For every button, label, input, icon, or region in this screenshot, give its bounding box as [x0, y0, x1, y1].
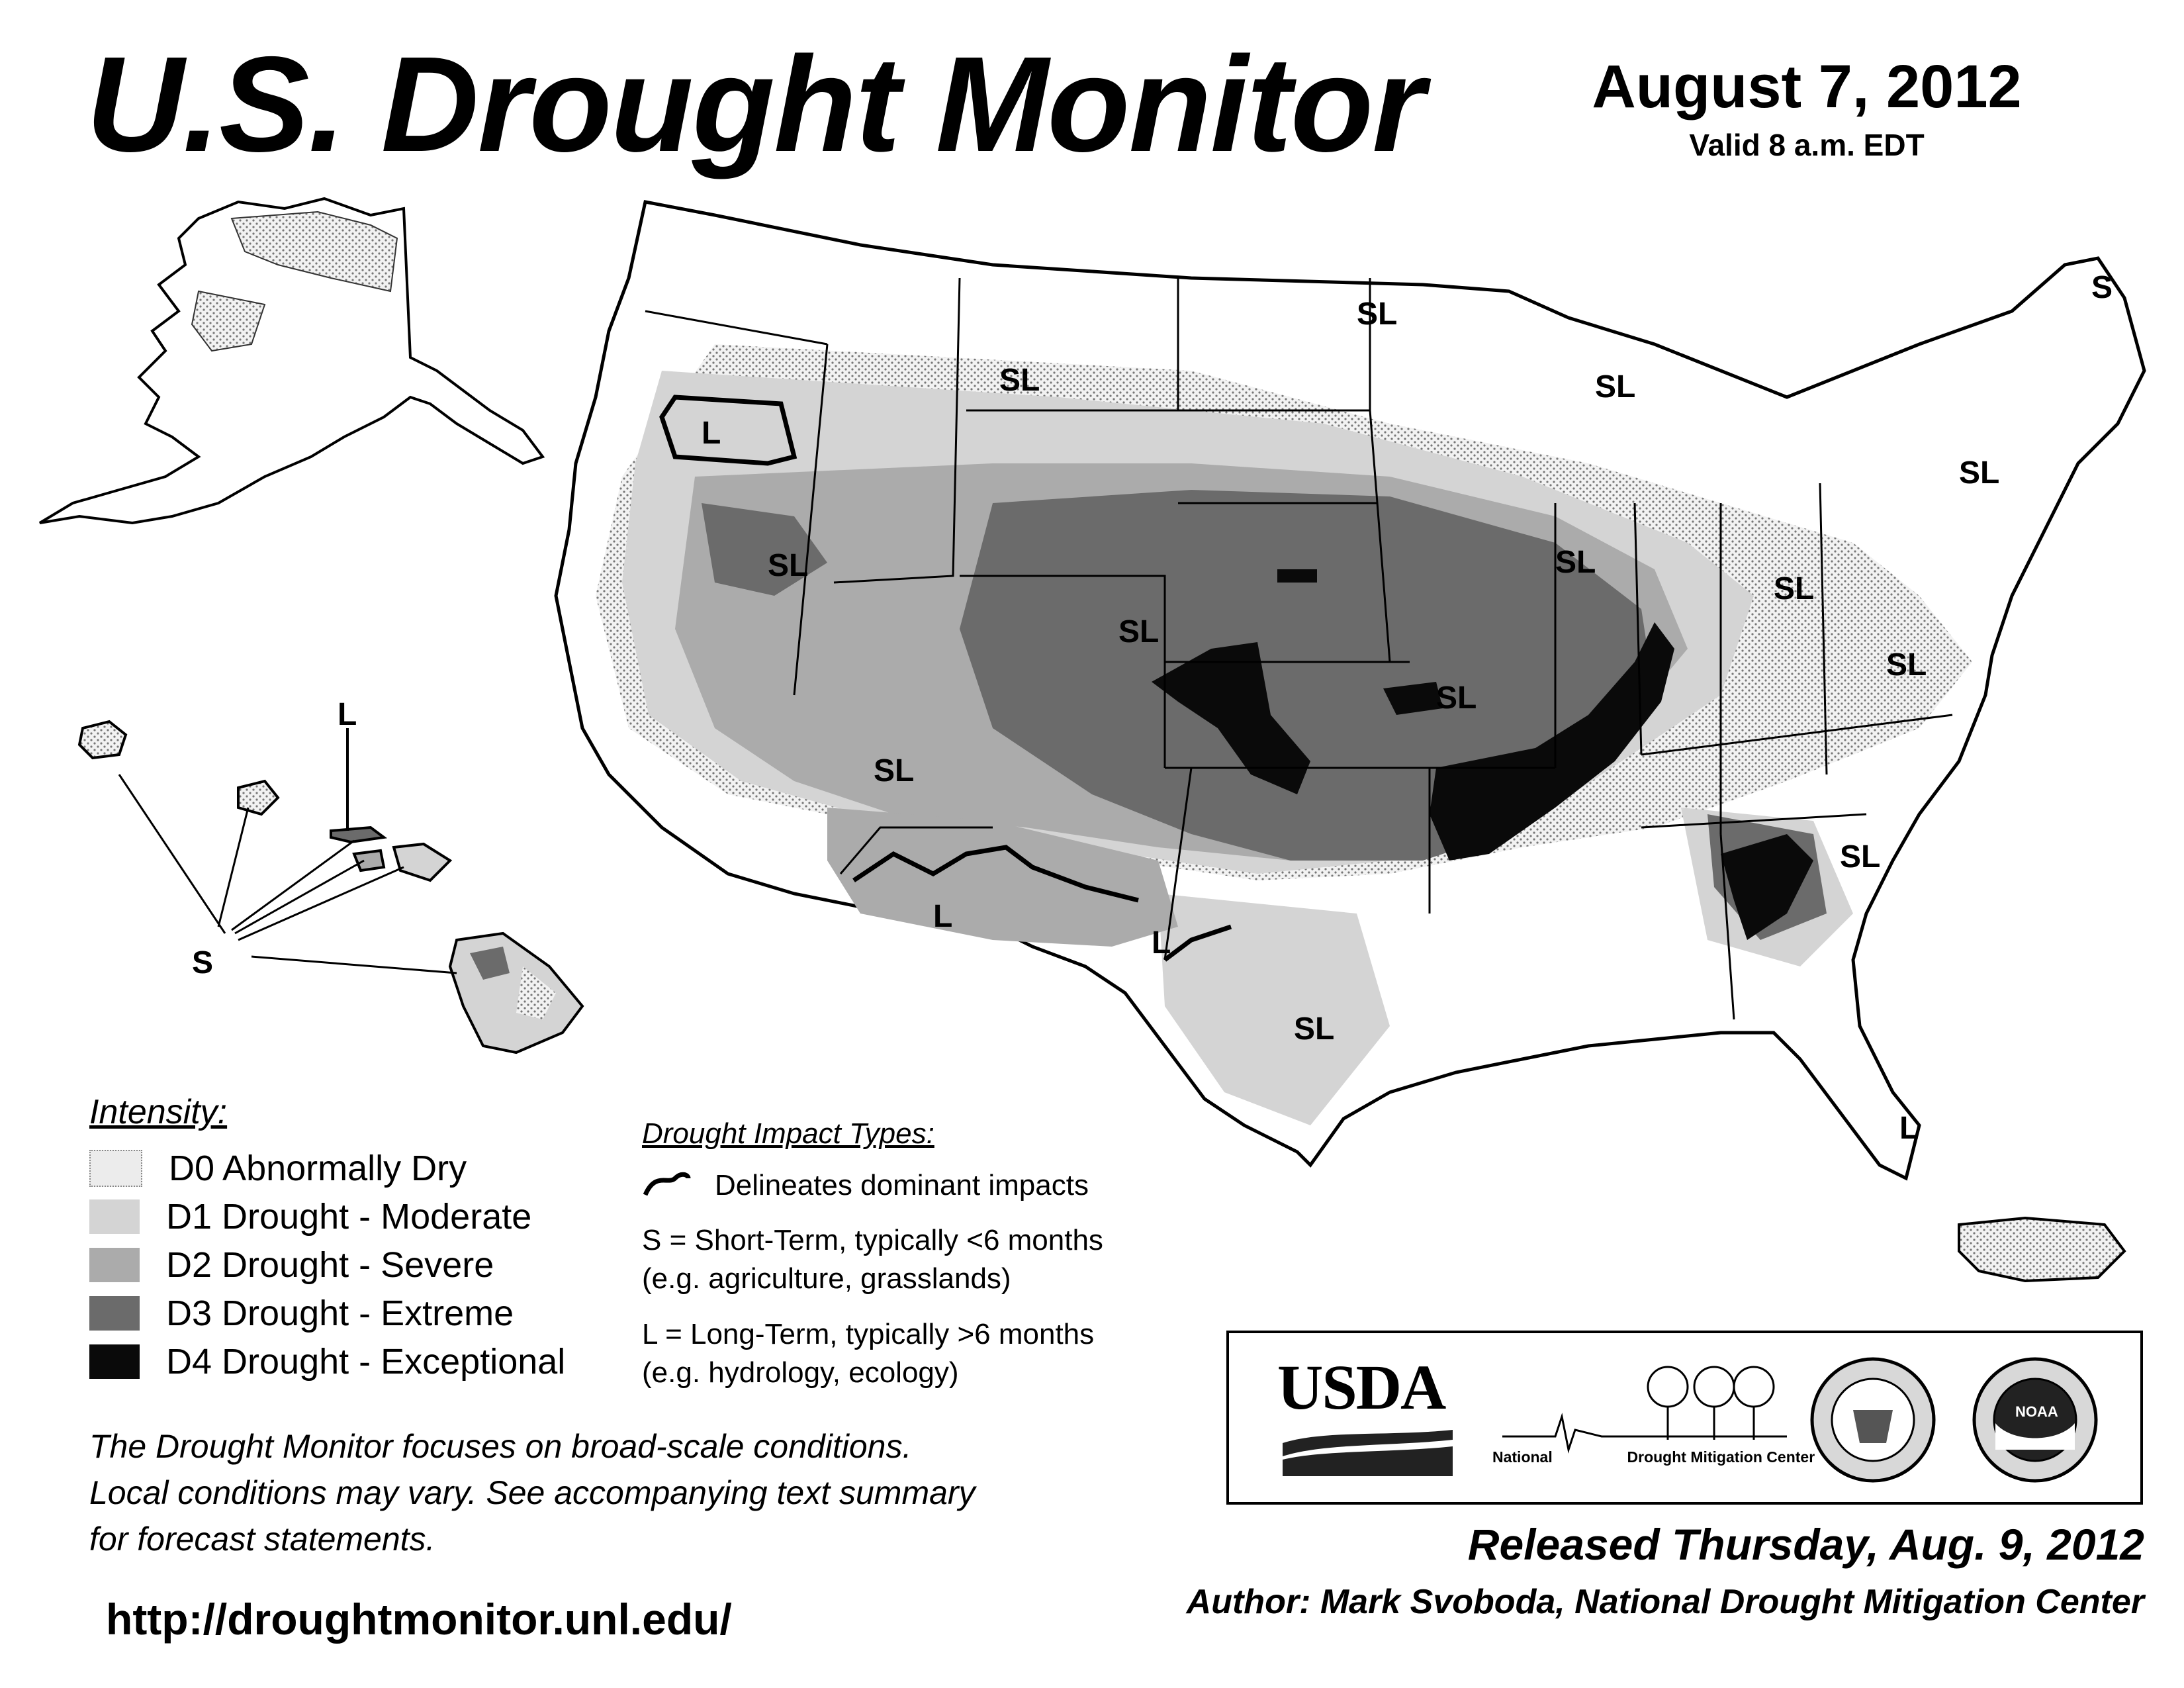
legend-item-d3: D3 Drought - Extreme [89, 1293, 514, 1333]
ndmc-logo-trees [1502, 1366, 1787, 1454]
map-label-hawaii-s: S [192, 945, 213, 980]
page-title: U.S. Drought Monitor [86, 28, 1425, 180]
valid-time: Valid 8 a.m. EDT [1689, 128, 1925, 162]
map-label-hawaii-l: L [338, 697, 357, 732]
puerto-rico [1958, 1216, 2126, 1283]
impact-short-line1: S = Short-Term, typically <6 months [642, 1224, 1103, 1256]
impact-line-icon [643, 1172, 691, 1196]
impact-long-line2: (e.g. hydrology, ecology) [642, 1356, 959, 1389]
map-label-florida-l: L [1899, 1111, 1919, 1146]
swatch-d1 [89, 1199, 140, 1234]
map-label-pennsylvania-sl: SL [1774, 571, 1814, 606]
legend-title: Intensity: [89, 1093, 228, 1131]
map-label-missouri-sl: SL [1436, 680, 1477, 716]
ndmc-left-text: National [1492, 1448, 1553, 1466]
legend-item-d2: D2 Drought - Severe [89, 1245, 494, 1285]
map-label-arizona-sl: SL [874, 753, 914, 788]
note-line1: The Drought Monitor focuses on broad-sca… [89, 1428, 912, 1465]
map-label-texas-sl: SL [1294, 1011, 1334, 1047]
note-line2: Local conditions may vary. See accompany… [89, 1474, 976, 1511]
map-label-nevada-sl: SL [768, 548, 808, 583]
map-label-dakota-sl: SL [1357, 297, 1397, 332]
hawaii [77, 720, 584, 1055]
noaa-seal: NOAA [1972, 1357, 2098, 1483]
legend-item-d0: D0 Abnormally Dry [89, 1149, 467, 1188]
map-label-newengland-sl: SL [1959, 455, 1999, 491]
map-date: August 7, 2012 [1592, 53, 2022, 120]
map-label-westtexas-l: L [1152, 925, 1171, 961]
map-label-maine-s: S [2091, 270, 2113, 305]
map-label-virginia-sl: SL [1886, 647, 1927, 682]
noaa-text: NOAA [2015, 1403, 2058, 1420]
note-line3: for forecast statements. [89, 1521, 435, 1558]
map-label-montana-sl: SL [999, 363, 1040, 398]
impact-title: Drought Impact Types: [642, 1117, 934, 1150]
legend-label-d3: D3 Drought - Extreme [166, 1293, 514, 1333]
ndmc-right-text: Drought Mitigation Center [1627, 1448, 1815, 1466]
legend-label-d1: D1 Drought - Moderate [166, 1197, 532, 1237]
impact-long-line1: L = Long-Term, typically >6 months [642, 1318, 1095, 1350]
author-credit: Author: Mark Svoboda, National Drought M… [1186, 1583, 2144, 1621]
map-label-georgia-sl: SL [1840, 839, 1880, 874]
impact-delineates: Delineates dominant impacts [715, 1169, 1089, 1201]
website-url[interactable]: http://droughtmonitor.unl.edu/ [106, 1595, 732, 1644]
alaska [38, 197, 545, 525]
swatch-d2 [89, 1248, 140, 1282]
partner-logos-box [1226, 1331, 2143, 1505]
disclaimer-note: The Drought Monitor focuses on broad-sca… [89, 1423, 976, 1562]
commerce-seal [1810, 1357, 1936, 1483]
legend-item-d1: D1 Drought - Moderate [89, 1197, 531, 1237]
legend-label-d4: D4 Drought - Exceptional [166, 1342, 566, 1382]
swatch-d0 [89, 1150, 142, 1187]
impact-short-line2: (e.g. agriculture, grasslands) [642, 1262, 1011, 1295]
swatch-d3 [89, 1296, 140, 1331]
map-label-illinois-sl: SL [1555, 545, 1596, 580]
legend-label-d2: D2 Drought - Severe [166, 1245, 494, 1285]
release-date: Released Thursday, Aug. 9, 2012 [1467, 1520, 2144, 1569]
map-label-newmexico-l: L [933, 899, 952, 934]
swatch-d4 [89, 1344, 140, 1379]
map-label-colorado-sl: SL [1118, 614, 1159, 649]
contiguous-us [554, 200, 2146, 1181]
legend-item-d4: D4 Drought - Exceptional [89, 1342, 565, 1382]
map-label-michigan-sl: SL [1595, 369, 1635, 404]
usda-logo-stripes [1283, 1430, 1453, 1476]
map-label-oregon-l: L [702, 416, 721, 451]
ndmc-logo-text: National Drought Mitigation Center [1492, 1448, 1815, 1466]
usda-logo-text: USDA [1277, 1352, 1446, 1423]
legend-label-d0: D0 Abnormally Dry [169, 1149, 467, 1188]
